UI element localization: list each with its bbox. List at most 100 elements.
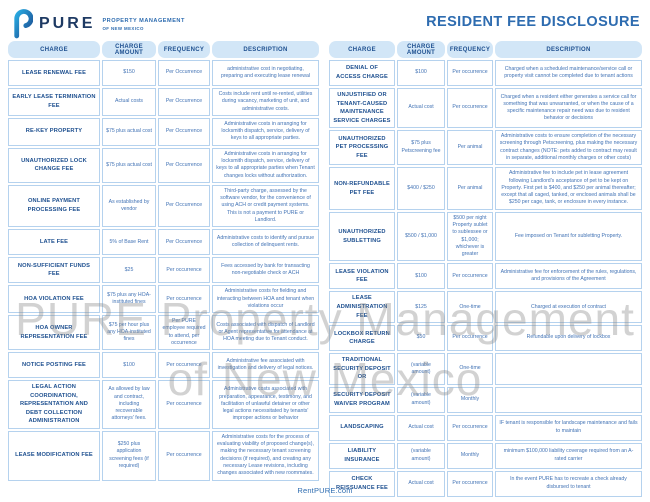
description-cell: In the event PURE has to recreate a chec… xyxy=(495,470,642,497)
amount-cell: $75 plus actual cost xyxy=(102,117,156,146)
charge-cell: LEGAL ACTION COORDINATION, REPRESENTATIO… xyxy=(8,380,100,429)
charge-cell: UNAUTHORIZED PET PROCESSING FEE xyxy=(329,130,395,166)
frequency-cell: Per Occurrence xyxy=(158,117,210,146)
footer-url[interactable]: RentPURE.com xyxy=(297,486,353,495)
frequency-cell: Per occurrence xyxy=(447,60,493,86)
description-cell: Administrative costs in arranging for lo… xyxy=(212,147,319,183)
amount-cell: $75 per hour plus any HOA-instituted fin… xyxy=(102,315,156,351)
fee-table-left: CHARGE CHARGE AMOUNT FREQUENCY DESCRIPTION L… xyxy=(8,41,319,481)
logo-wordmark: PURE xyxy=(39,14,96,32)
amount-cell: $125 xyxy=(397,291,445,324)
charge-cell: LANDSCAPING xyxy=(329,414,395,441)
description-cell: Fees accessed by bank for transacting no… xyxy=(212,257,319,284)
column-header-frequency: FREQUENCY xyxy=(447,41,493,58)
description-cell: Administrative costs for fielding and in… xyxy=(212,285,319,314)
column-header-charge: CHARGE xyxy=(329,41,395,58)
description-cell: Charged when a resident either generates… xyxy=(495,88,642,129)
amount-cell: (variable amount) xyxy=(397,442,445,469)
description-cell: administrative cost in negotiating, prep… xyxy=(212,60,319,86)
charge-cell: ONLINE PAYMENT PROCESSING FEE xyxy=(8,184,100,228)
description-cell: Administrative costs associated with pre… xyxy=(212,380,319,429)
amount-cell: Actual costs xyxy=(102,88,156,116)
charge-cell: UNAUTHORIZED SUBLETTING xyxy=(329,211,395,262)
description-cell: Charged when a scheduled maintenance/ser… xyxy=(495,60,642,86)
amount-cell: $75 plus any HOA-instituted fines xyxy=(102,285,156,314)
amount-cell: 5% of Base Rent xyxy=(102,229,156,256)
amount-cell: $100 xyxy=(397,60,445,86)
frequency-cell: Per Occurrence xyxy=(158,229,210,256)
description-cell: Administrative costs for the process of … xyxy=(212,430,319,481)
amount-cell: As established by vendor xyxy=(102,184,156,228)
frequency-cell: Per occurrence xyxy=(158,257,210,284)
amount-cell: $250 plus application screening fees (if… xyxy=(102,430,156,481)
frequency-cell: Per animal xyxy=(447,167,493,210)
description-cell: IF tenant is responsible for landscape m… xyxy=(495,414,642,441)
frequency-cell: Per animal xyxy=(447,130,493,166)
charge-cell: HOA VIOLATION FEE xyxy=(8,285,100,314)
charge-cell: DENIAL OF ACCESS CHARGE xyxy=(329,60,395,86)
frequency-cell: Monthly xyxy=(447,442,493,469)
charge-cell: CHECK REISSUANCE FEE xyxy=(329,470,395,497)
charge-cell: RE-KEY PROPERTY xyxy=(8,117,100,146)
frequency-cell: Per occurrence xyxy=(447,88,493,129)
charge-cell: NOTICE POSTING FEE xyxy=(8,352,100,379)
pure-p-icon xyxy=(14,9,33,39)
frequency-cell: One-time xyxy=(447,291,493,324)
pure-logo: PURE PROPERTY MANAGEMENT OF NEW MEXICO xyxy=(10,8,185,39)
amount-cell: Actual cost xyxy=(397,88,445,129)
frequency-cell: One-time xyxy=(447,353,493,385)
description-cell: Charged at execution of contract xyxy=(495,291,642,324)
frequency-cell: Per occurrence xyxy=(447,263,493,290)
frequency-cell: Per occurrence xyxy=(158,380,210,429)
fee-table-right: CHARGE CHARGE AMOUNT FREQUENCY DESCRIPTION D… xyxy=(329,41,642,497)
column-header-charge: CHARGE xyxy=(8,41,100,58)
charge-cell: LATE FEE xyxy=(8,229,100,256)
charge-cell: LEASE RENEWAL FEE xyxy=(8,60,100,86)
charge-cell: NON-REFUNDABLE PET FEE xyxy=(329,167,395,210)
charge-cell: UNAUTHORIZED LOCK CHANGE FEE xyxy=(8,147,100,183)
frequency-cell: Per Occurrence xyxy=(158,60,210,86)
description-cell: Costs associated with dispatch of Landlo… xyxy=(212,315,319,351)
description-cell: Administrative fee to include pet in lea… xyxy=(495,167,642,210)
amount-cell: $75 plus Petscreening fee xyxy=(397,130,445,166)
description-cell: Administrative costs in arranging for lo… xyxy=(212,117,319,146)
charge-cell: TRADITIONAL SECURITY DEPOSIT OR xyxy=(329,353,395,385)
charge-cell: HOA OWNER REPRESENTATION FEE xyxy=(8,315,100,351)
amount-cell: $100 xyxy=(397,263,445,290)
column-header-amount: CHARGE AMOUNT xyxy=(102,41,156,58)
frequency-cell: Per Occurrence xyxy=(158,184,210,228)
column-header-amount: CHARGE AMOUNT xyxy=(397,41,445,58)
page-header: PURE PROPERTY MANAGEMENT OF NEW MEXICO R… xyxy=(10,8,640,39)
amount-cell: As allowed by law and contract, includin… xyxy=(102,380,156,429)
frequency-cell: Per PURE employee required to attend, pe… xyxy=(158,315,210,351)
amount-cell: $100 xyxy=(102,352,156,379)
frequency-cell: Per occurrence xyxy=(447,414,493,441)
column-header-description: DESCRIPTION xyxy=(495,41,642,58)
frequency-cell: Per Occurrence xyxy=(158,147,210,183)
amount-cell: $400 / $250 xyxy=(397,167,445,210)
logo-tagline: PROPERTY MANAGEMENT OF NEW MEXICO xyxy=(102,18,184,31)
charge-cell: UNJUSTIFIED OR TENANT-CAUSED MAINTENANCE… xyxy=(329,88,395,129)
description-cell xyxy=(495,386,642,413)
charge-cell: LEASE ADMINISTRATION FEE xyxy=(329,291,395,324)
amount-cell: $150 xyxy=(102,60,156,86)
amount-cell: (variable amount) xyxy=(397,353,445,385)
amount-cell: Actual cost xyxy=(397,414,445,441)
fee-tables-container: CHARGE CHARGE AMOUNT FREQUENCY DESCRIPTION L… xyxy=(8,41,642,497)
amount-cell: (variable amount) xyxy=(397,386,445,413)
description-cell: Third-party charge, assessed by the soft… xyxy=(212,184,319,228)
description-cell: Costs include rent until re-rented, util… xyxy=(212,88,319,116)
description-cell: Refundable upon delivery of lockbox xyxy=(495,325,642,352)
frequency-cell: $500 per night Property sublet to subles… xyxy=(447,211,493,262)
frequency-cell: Monthly xyxy=(447,386,493,413)
frequency-cell: Per occurrence xyxy=(158,285,210,314)
frequency-cell: Per occurrence xyxy=(447,325,493,352)
amount-cell: $25 xyxy=(102,257,156,284)
description-cell: Administrative fee for enforcement of th… xyxy=(495,263,642,290)
amount-cell: $50 xyxy=(397,325,445,352)
description-cell: Fee imposed on Tenant for subletting Pro… xyxy=(495,211,642,262)
frequency-cell: Per Occurrence xyxy=(158,88,210,116)
amount-cell: $75 plus actual cost xyxy=(102,147,156,183)
description-cell: Administrative fee associated with inves… xyxy=(212,352,319,379)
